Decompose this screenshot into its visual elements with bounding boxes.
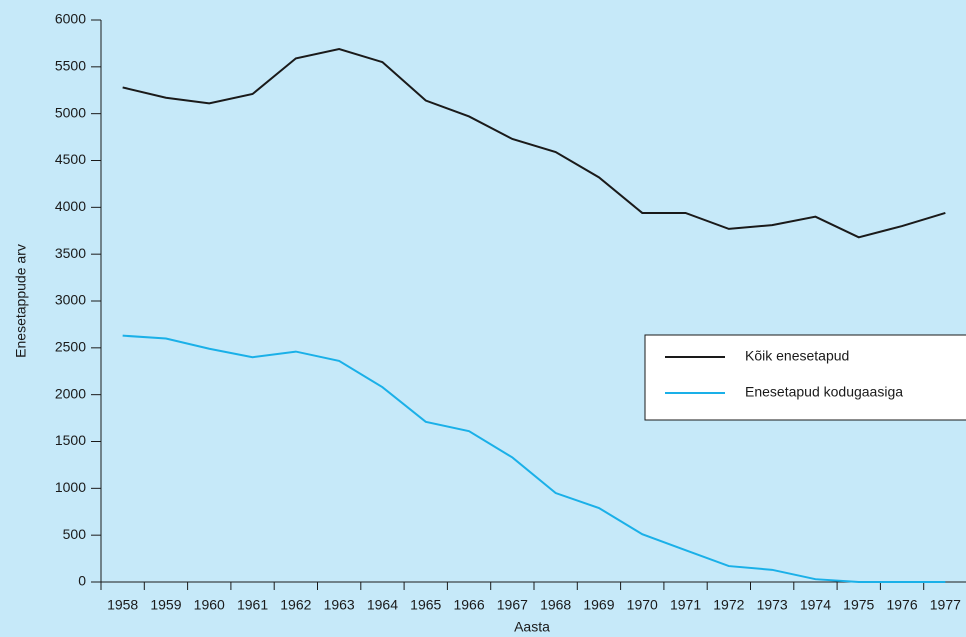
y-tick-label: 5500 — [55, 58, 86, 74]
legend-label: Enesetapud kodugaasiga — [745, 384, 903, 400]
x-tick-label: 1967 — [497, 597, 528, 613]
x-tick-label: 1977 — [930, 597, 961, 613]
legend-box — [644, 334, 966, 421]
x-tick-label: 1966 — [453, 597, 484, 613]
x-tick-label: 1971 — [670, 597, 701, 613]
y-tick-label: 4500 — [55, 151, 86, 167]
y-tick-label: 2000 — [55, 385, 86, 401]
y-tick-label: 2500 — [55, 339, 86, 355]
y-tick-label: 1000 — [55, 479, 86, 495]
x-tick-label: 1973 — [757, 597, 788, 613]
x-tick-label: 1974 — [800, 597, 831, 613]
x-tick-label: 1970 — [627, 597, 658, 613]
x-tick-label: 1963 — [324, 597, 355, 613]
y-tick-label: 5000 — [55, 104, 86, 120]
series-line — [122, 48, 946, 239]
y-tick-label: 4000 — [55, 198, 86, 214]
y-tick-label: 500 — [63, 526, 87, 542]
y-tick-label: 0 — [78, 573, 86, 589]
x-axis-label: Aasta — [514, 619, 550, 635]
x-tick-label: 1961 — [237, 597, 268, 613]
x-tick-label: 1958 — [107, 597, 138, 613]
x-tick-label: 1964 — [367, 597, 398, 613]
y-axis-label: Enesetappude arv — [13, 244, 29, 358]
x-tick-label: 1962 — [280, 597, 311, 613]
legend-label: Kõik enesetapud — [745, 348, 849, 364]
y-tick-label: 3000 — [55, 292, 86, 308]
x-tick-label: 1965 — [410, 597, 441, 613]
y-tick-label: 6000 — [55, 11, 86, 27]
series-line — [122, 334, 946, 583]
x-tick-label: 1968 — [540, 597, 571, 613]
x-tick-label: 1969 — [583, 597, 614, 613]
x-tick-label: 1960 — [194, 597, 225, 613]
y-tick-label: 1500 — [55, 432, 86, 448]
x-tick-label: 1972 — [713, 597, 744, 613]
x-tick-label: 1975 — [843, 597, 874, 613]
x-tick-label: 1959 — [150, 597, 181, 613]
x-tick-label: 1976 — [886, 597, 917, 613]
y-tick-label: 3500 — [55, 245, 86, 261]
